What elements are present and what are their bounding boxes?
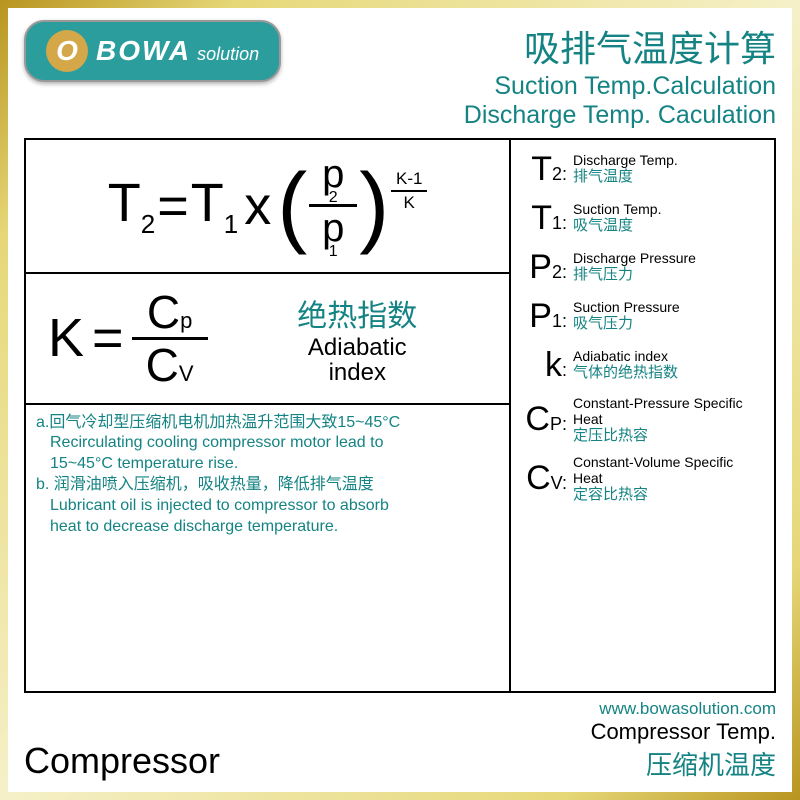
- gold-border-frame: O BOWA solution 吸排气温度计算 Suction Temp.Cal…: [0, 0, 800, 800]
- fraction-cp-cv: Cp CV: [132, 289, 208, 388]
- title-chinese: 吸排气温度计算: [301, 20, 776, 72]
- fraction-p2-p1: p 2 p 1: [309, 155, 357, 257]
- footer-compressor-label: Compressor: [24, 740, 591, 782]
- def-cv: CV: Constant-Volume Specific Heat定容比热容: [519, 454, 766, 503]
- title-block: 吸排气温度计算 Suction Temp.Calculation Dischar…: [281, 20, 776, 130]
- note-b-cn: b. 润滑油喷入压缩机，吸收热量，降低排气温度: [36, 475, 499, 496]
- note-a-cn: a.回气冷却型压缩机电机加热温升范围大致15~45°C: [36, 413, 499, 434]
- def-t1: T1: Suction Temp.吸气温度: [519, 199, 766, 238]
- footer-url: www.bowasolution.com: [591, 699, 776, 719]
- exponent: K-1 K: [391, 135, 427, 213]
- note-a-en1: Recirculating cooling compressor motor l…: [36, 433, 499, 454]
- title-english-2: Discharge Temp. Caculation: [301, 101, 776, 130]
- logo-suffix-text: solution: [197, 44, 259, 65]
- title-english-1: Suction Temp.Calculation: [301, 72, 776, 101]
- formula-k: K = Cp CV 绝热指数 Adiabaticindex: [26, 274, 509, 405]
- adiabatic-label: 绝热指数 Adiabaticindex: [218, 291, 497, 385]
- def-p2: P2: Discharge Pressure排气压力: [519, 248, 766, 287]
- def-cp: CP: Constant-Pressure Specific Heat定压比热容: [519, 395, 766, 444]
- def-k: k: Adiabatic index气体的绝热指数: [519, 346, 766, 385]
- note-b-en1: Lubricant oil is injected to compressor …: [36, 496, 499, 517]
- def-t2: T2: Discharge Temp.排气温度: [519, 150, 766, 189]
- content-panel: O BOWA solution 吸排气温度计算 Suction Temp.Cal…: [8, 8, 792, 792]
- brand-logo: O BOWA solution: [24, 20, 281, 82]
- header-row: O BOWA solution 吸排气温度计算 Suction Temp.Cal…: [8, 8, 792, 138]
- footer-comp-temp-cn: 压缩机温度: [591, 745, 776, 782]
- note-a-en2: 15~45°C temperature rise.: [36, 454, 499, 475]
- def-p1: P1: Suction Pressure吸气压力: [519, 297, 766, 336]
- footer-comp-temp-en: Compressor Temp.: [591, 719, 776, 745]
- footer-row: Compressor www.bowasolution.com Compress…: [8, 693, 792, 792]
- main-content-box: T2 = T1 x ( p 2 p 1 ) K-1: [24, 138, 776, 694]
- notes-block: a.回气冷却型压缩机电机加热温升范围大致15~45°C Recirculatin…: [26, 405, 509, 546]
- left-column: T2 = T1 x ( p 2 p 1 ) K-1: [26, 140, 509, 692]
- definitions-column: T2: Discharge Temp.排气温度 T1: Suction Temp…: [509, 140, 774, 692]
- logo-brand-text: BOWA: [96, 35, 191, 67]
- formula-t2: T2 = T1 x ( p 2 p 1 ) K-1: [26, 140, 509, 274]
- logo-icon: O: [46, 30, 88, 72]
- note-b-en2: heat to decrease discharge temperature.: [36, 517, 499, 538]
